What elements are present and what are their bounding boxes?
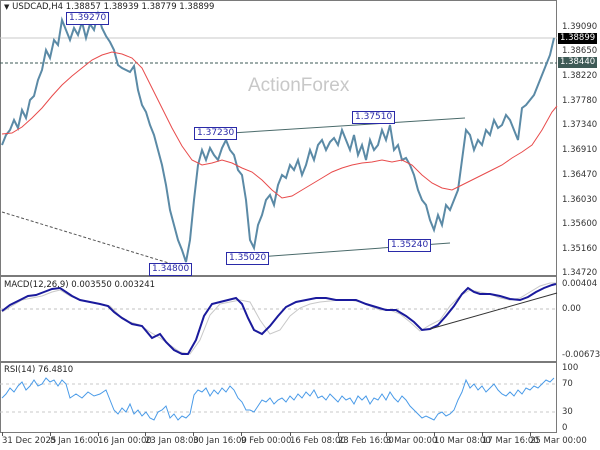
price-tag-1-35020: 1.35020 — [226, 252, 270, 265]
price-axis-label: 1.39090 — [562, 22, 598, 32]
price-axis-label: 1.35160 — [562, 244, 598, 254]
dropdown-triangle-icon[interactable]: ▼ — [4, 3, 10, 11]
price-axis-label: 1.38220 — [562, 71, 598, 81]
time-axis-label: 9 Feb 00:00 — [241, 436, 292, 446]
price-tag-1-35240: 1.35240 — [388, 239, 432, 252]
rsi-axis-label: 0 — [562, 423, 568, 433]
price-axis-label: 1.36470 — [562, 170, 598, 180]
macd-trendline — [429, 292, 558, 330]
channel-upper-line — [199, 117, 466, 136]
macd-title: MACD(12,26,9) 0.003550 0.003241 — [4, 280, 156, 290]
macd-signal-line — [1, 282, 556, 355]
rsi-line — [1, 377, 555, 421]
price-axis-label: 1.34720 — [562, 268, 598, 278]
current-price-badge: 1.38899 — [558, 33, 598, 44]
macd-axis-label: 0.00 — [562, 304, 581, 314]
time-axis-label: 30 Jan 16:00 — [193, 436, 247, 446]
time-axis-label: 23 Jan 08:00 — [145, 436, 199, 446]
rsi-title: RSI(14) 76.4810 — [4, 365, 74, 375]
rsi-axis-label: 100 — [562, 363, 579, 373]
time-axis-label: 23 Feb 16:00 — [338, 436, 394, 446]
time-tick — [434, 432, 435, 436]
price-tag-1-37510: 1.37510 — [352, 111, 396, 124]
chart-header: ▼ USDCAD,H4 1.38857 1.38939 1.38779 1.38… — [4, 2, 214, 12]
time-axis-label: 3 Mar 00:00 — [386, 436, 438, 446]
price-axis-label: 1.37340 — [562, 120, 598, 130]
level-price-badge: 1.38440 — [558, 57, 598, 68]
time-tick — [290, 432, 291, 436]
price-axis-label: 1.36030 — [562, 195, 598, 205]
time-tick — [386, 432, 387, 436]
time-axis-label: 16 Jan 00:00 — [98, 436, 152, 446]
price-tag-high: 1.39270 — [66, 12, 110, 25]
dotted-trendline — [1, 211, 186, 269]
macd-main-line — [1, 283, 557, 355]
rsi-axis-label: 30 — [562, 407, 573, 417]
time-axis-label: 25 Mar 00:00 — [530, 436, 587, 446]
rsi-axis-label: 70 — [562, 379, 573, 389]
macd-axis-label: -0.006739 — [562, 350, 600, 360]
time-axis-label: 16 Feb 08:00 — [290, 436, 346, 446]
macd-axis-label: 0.00404 — [562, 279, 598, 289]
time-tick — [50, 432, 51, 436]
time-axis-label: 10 Mar 08:00 — [434, 436, 491, 446]
time-tick — [2, 432, 3, 436]
time-tick — [530, 432, 531, 436]
price-axis-label: 1.37780 — [562, 96, 598, 106]
time-axis-label: 17 Mar 16:00 — [482, 436, 539, 446]
time-axis-label: 8 Jan 16:00 — [50, 436, 99, 446]
time-tick — [145, 432, 146, 436]
price-axis-label: 1.35600 — [562, 219, 598, 229]
price-axis-label: 1.38650 — [562, 46, 598, 56]
symbol-ohlc-text: USDCAD,H4 1.38857 1.38939 1.38779 1.3889… — [12, 2, 215, 12]
price-tag-1-37230: 1.37230 — [194, 127, 238, 140]
price-tag-low: 1.34800 — [149, 263, 193, 276]
price-axis-label: 1.36910 — [562, 145, 598, 155]
watermark: ActionForex — [248, 75, 350, 96]
time-tick — [193, 432, 194, 436]
time-tick — [482, 432, 483, 436]
moving-average-line — [1, 51, 558, 199]
time-axis-label: 31 Dec 2025 — [2, 436, 57, 446]
time-tick — [98, 432, 99, 436]
time-tick — [241, 432, 242, 436]
price-bars — [1, 10, 555, 263]
time-tick — [338, 432, 339, 436]
rsi-pane[interactable] — [0, 362, 557, 433]
